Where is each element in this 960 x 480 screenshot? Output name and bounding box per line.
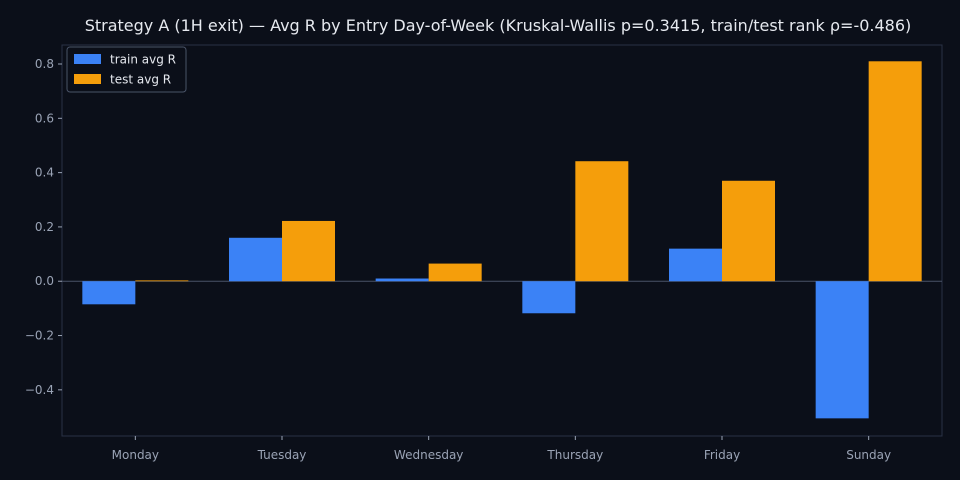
legend-swatch <box>74 54 101 64</box>
legend: train avg R test avg R <box>66 46 187 93</box>
x-tick-label: Tuesday <box>257 448 307 462</box>
y-tick-label: 0.0 <box>35 274 54 288</box>
bars <box>82 61 922 419</box>
y-tick-label: 0.8 <box>35 57 54 71</box>
train-bar-sunday <box>815 281 869 419</box>
x-tick-label: Monday <box>112 448 159 462</box>
y-axis: −0.4 −0.2 0.0 0.2 0.4 0.6 0.8 <box>25 57 62 397</box>
legend-label: test avg R <box>110 73 171 87</box>
y-tick-label: −0.2 <box>25 329 54 343</box>
chart-title: Strategy A (1H exit) — Avg R by Entry Da… <box>85 16 912 35</box>
test-bar-friday <box>722 180 775 282</box>
train-bar-friday <box>669 248 722 282</box>
x-axis: Monday Tuesday Wednesday Thursday Friday Sund… <box>112 436 891 462</box>
x-tick-label: Wednesday <box>394 448 463 462</box>
y-tick-label: 0.4 <box>35 166 54 180</box>
plot-area <box>61 44 943 437</box>
y-tick-label: 0.2 <box>35 220 54 234</box>
test-bar-sunday <box>868 61 922 282</box>
x-tick-label: Friday <box>704 448 740 462</box>
train-bar-wednesday <box>375 278 429 282</box>
test-bar-monday <box>135 280 189 282</box>
test-bar-tuesday <box>282 220 335 282</box>
train-bar-thursday <box>522 281 576 314</box>
y-tick-label: 0.6 <box>35 111 54 125</box>
train-bar-tuesday <box>229 237 282 282</box>
x-tick-label: Thursday <box>546 448 603 462</box>
legend-swatch <box>74 74 101 84</box>
test-bar-thursday <box>575 161 629 282</box>
train-bar-monday <box>82 281 136 305</box>
legend-label: train avg R <box>110 53 176 67</box>
test-bar-wednesday <box>428 263 482 282</box>
y-tick-label: −0.4 <box>25 383 54 397</box>
x-tick-label: Sunday <box>846 448 891 462</box>
